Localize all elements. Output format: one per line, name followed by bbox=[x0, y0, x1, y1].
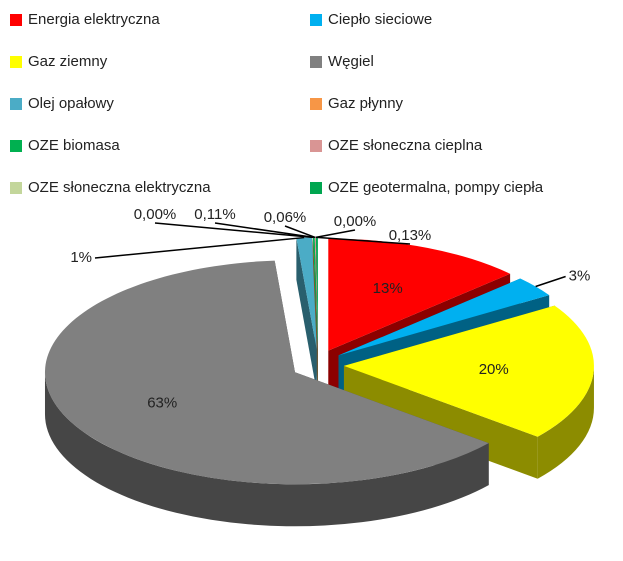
legend-label: Ciepło sieciowe bbox=[328, 11, 432, 28]
pie bbox=[44, 237, 594, 527]
data-label: 0,11% bbox=[194, 206, 235, 223]
legend-label: OZE słoneczna cieplna bbox=[328, 137, 483, 154]
slice bbox=[343, 305, 594, 437]
legend-swatch bbox=[310, 14, 322, 26]
leader-line bbox=[154, 222, 313, 239]
legend-label: OZE słoneczna elektryczna bbox=[28, 179, 211, 196]
leader-line bbox=[316, 236, 411, 245]
slice bbox=[338, 278, 550, 356]
slice bbox=[44, 260, 489, 485]
data-label: 13% bbox=[373, 280, 403, 297]
slice-edge bbox=[296, 237, 317, 392]
legend-swatch bbox=[310, 56, 322, 68]
legend-label: Gaz ziemny bbox=[28, 53, 108, 70]
leader-line bbox=[284, 225, 316, 239]
legend-swatch bbox=[10, 56, 22, 68]
slice bbox=[328, 238, 511, 351]
slice-side bbox=[44, 372, 489, 527]
legend-swatch bbox=[10, 14, 22, 26]
leader-line bbox=[535, 275, 566, 288]
legend-swatch bbox=[310, 98, 322, 110]
legend-swatch bbox=[10, 182, 22, 194]
data-label: 0,13% bbox=[389, 227, 432, 244]
data-label: 63% bbox=[147, 394, 177, 411]
legend-label: Olej opałowy bbox=[28, 95, 114, 112]
legend-label: OZE biomasa bbox=[28, 137, 120, 154]
data-label: 1% bbox=[70, 249, 92, 266]
slice bbox=[315, 237, 318, 350]
slice-side bbox=[537, 365, 594, 479]
slice bbox=[314, 237, 318, 350]
legend-label: Energia elektryczna bbox=[28, 11, 160, 28]
leader-line bbox=[94, 236, 305, 259]
data-label: 20% bbox=[479, 361, 509, 378]
slice-edge bbox=[343, 365, 538, 479]
legend-swatch bbox=[310, 182, 322, 194]
leader-line bbox=[315, 229, 356, 239]
slice bbox=[296, 237, 317, 350]
legend-label: Gaz płynny bbox=[328, 95, 404, 112]
legend-swatch bbox=[10, 98, 22, 110]
legend-swatch bbox=[10, 140, 22, 152]
data-label: 3% bbox=[569, 267, 591, 284]
legend-label: Węgiel bbox=[328, 53, 374, 70]
data-label: 0,06% bbox=[264, 209, 307, 226]
legend-label: OZE geotermalna, pompy ciepła bbox=[328, 179, 544, 196]
legend-swatch bbox=[310, 140, 322, 152]
leader-line bbox=[214, 222, 314, 239]
slice bbox=[312, 237, 318, 350]
data-label: 0,00% bbox=[134, 206, 177, 223]
data-label: 0,00% bbox=[334, 213, 377, 230]
